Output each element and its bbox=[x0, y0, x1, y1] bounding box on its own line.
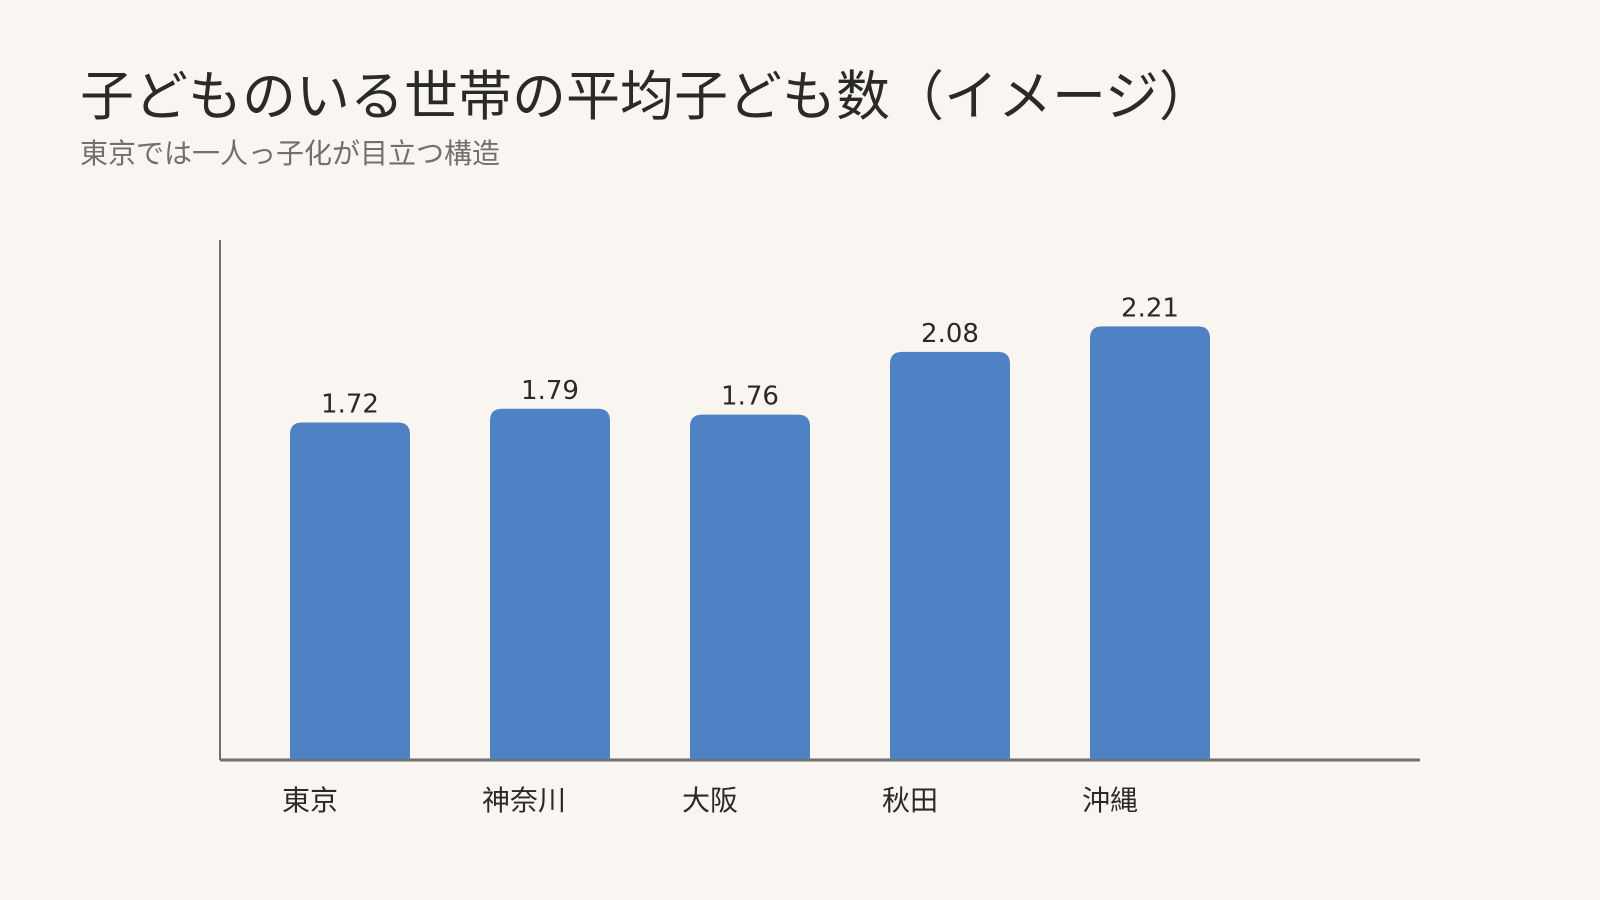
bar-2 bbox=[690, 414, 810, 759]
bar-0 bbox=[290, 422, 410, 759]
value-label-group: 1.72 1.79 1.76 2.08 2.21 bbox=[321, 293, 1179, 419]
value-label-3: 2.08 bbox=[921, 319, 979, 349]
value-label-0: 1.72 bbox=[321, 389, 379, 419]
value-label-4: 2.21 bbox=[1121, 293, 1179, 323]
category-label-3: 秋田 bbox=[882, 784, 938, 817]
category-label-4: 沖縄 bbox=[1082, 784, 1138, 817]
value-label-1: 1.79 bbox=[521, 376, 579, 406]
value-label-2: 1.76 bbox=[721, 382, 779, 412]
bar-4 bbox=[1090, 326, 1210, 759]
bar-3 bbox=[890, 351, 1010, 759]
bar-group bbox=[290, 326, 1210, 759]
bar-1 bbox=[490, 408, 610, 759]
chart-title: 子どものいる世帯の平均子ども数（イメージ） bbox=[80, 65, 1213, 128]
category-label-0: 東京 bbox=[282, 784, 338, 817]
chart-subtitle: 東京では一人っ子化が目立つ構造 bbox=[80, 137, 501, 170]
category-label-2: 大阪 bbox=[682, 784, 738, 817]
category-label-1: 神奈川 bbox=[482, 784, 566, 817]
category-label-group: 東京 神奈川 大阪 秋田 沖縄 bbox=[282, 784, 1138, 817]
